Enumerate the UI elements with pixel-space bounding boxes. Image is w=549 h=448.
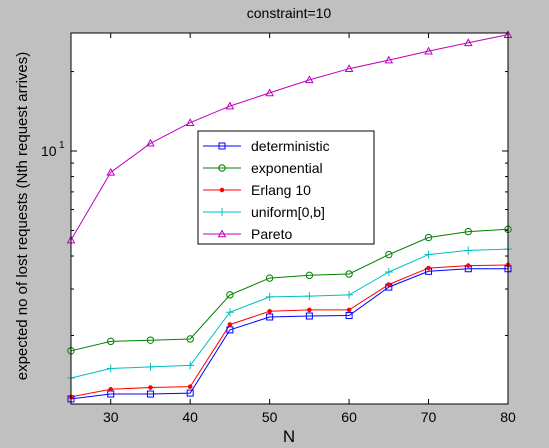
- legend-label: exponential: [251, 160, 323, 176]
- plot-frame: [70, 32, 509, 405]
- data-point-dot: [187, 384, 193, 389]
- series-line: [70, 228, 509, 352]
- data-point-square: [305, 312, 313, 320]
- data-point-triangle: [225, 101, 235, 110]
- data-point-plus: [106, 364, 115, 373]
- legend-label: Erlang 10: [251, 182, 311, 198]
- data-point-dot: [465, 263, 471, 268]
- x-tick-label: 50: [262, 409, 278, 425]
- data-point-square: [226, 326, 234, 334]
- data-point-plus: [225, 308, 234, 317]
- data-point-circle: [385, 250, 393, 259]
- series-line: [70, 34, 509, 241]
- data-point-triangle: [106, 167, 116, 176]
- data-point-plus: [424, 250, 433, 259]
- data-point-triangle: [265, 88, 274, 97]
- data-point-triangle: [424, 46, 433, 55]
- data-point-dot: [219, 187, 225, 193]
- data-point-triangle: [463, 38, 473, 47]
- data-point-circle: [265, 274, 274, 282]
- data-point-triangle: [344, 64, 354, 73]
- data-point-circle: [464, 227, 472, 236]
- x-tick-label: 80: [500, 409, 516, 425]
- data-point-circle: [107, 337, 115, 346]
- data-point-circle: [305, 271, 314, 280]
- data-point-dot: [386, 282, 392, 287]
- x-tick-label: 40: [182, 409, 198, 425]
- y-axis-label: expected no of lost requests (Nth reques…: [14, 52, 31, 381]
- y-tick-label: 10: [41, 143, 57, 159]
- data-point-plus: [384, 267, 393, 276]
- data-point-square: [186, 389, 194, 397]
- data-point-dot: [108, 387, 114, 392]
- x-tick-label: 30: [103, 409, 119, 425]
- data-point-square: [146, 390, 154, 398]
- data-point-circle: [186, 335, 194, 343]
- legend: deterministic exponential Erlang 10 uniform…: [197, 130, 375, 245]
- data-point-plus: [218, 208, 226, 216]
- series-line: [70, 268, 508, 400]
- tick-labels: 30 40 50 60 70 80 10 1: [41, 140, 516, 425]
- legend-label: uniform[0,b]: [251, 204, 325, 220]
- x-axis-label: N: [283, 427, 295, 446]
- data-point-plus: [146, 362, 155, 371]
- data-point-square: [266, 313, 274, 321]
- data-point-dot: [148, 385, 153, 390]
- data-point-circle: [424, 233, 433, 242]
- series-line: [70, 264, 509, 398]
- data-point-square: [218, 142, 226, 150]
- data-point-dot: [227, 322, 233, 327]
- data-point-triangle: [146, 138, 155, 147]
- data-point-plus: [345, 290, 354, 299]
- data-point-circle: [345, 270, 353, 278]
- series-line: [70, 248, 509, 379]
- data-point-circle: [226, 291, 234, 299]
- data-point-circle: [146, 336, 155, 344]
- data-point-dot: [267, 308, 272, 314]
- data-point-triangle: [305, 75, 314, 84]
- data-point-dot: [346, 307, 352, 313]
- data-point-plus: [186, 361, 195, 370]
- data-point-dot: [426, 265, 431, 271]
- data-point-triangle: [217, 229, 227, 238]
- x-tick-label: 70: [421, 409, 437, 425]
- x-tick-label: 60: [341, 409, 357, 425]
- data-point-circle: [218, 164, 226, 172]
- legend-label: Pareto: [251, 226, 292, 242]
- data-point-plus: [464, 246, 473, 255]
- data-point-plus: [305, 292, 314, 301]
- data-point-triangle: [185, 118, 195, 127]
- y-tick-label-exponent: 1: [59, 140, 65, 151]
- legend-label: deterministic: [251, 138, 330, 154]
- data-point-dot: [307, 307, 312, 313]
- legend-box: [197, 130, 375, 245]
- data-point-triangle: [384, 55, 394, 64]
- data-point-plus: [265, 292, 274, 301]
- series-lines: [70, 34, 509, 400]
- chart-title: constraint=10: [247, 5, 332, 21]
- data-point-square: [345, 312, 353, 320]
